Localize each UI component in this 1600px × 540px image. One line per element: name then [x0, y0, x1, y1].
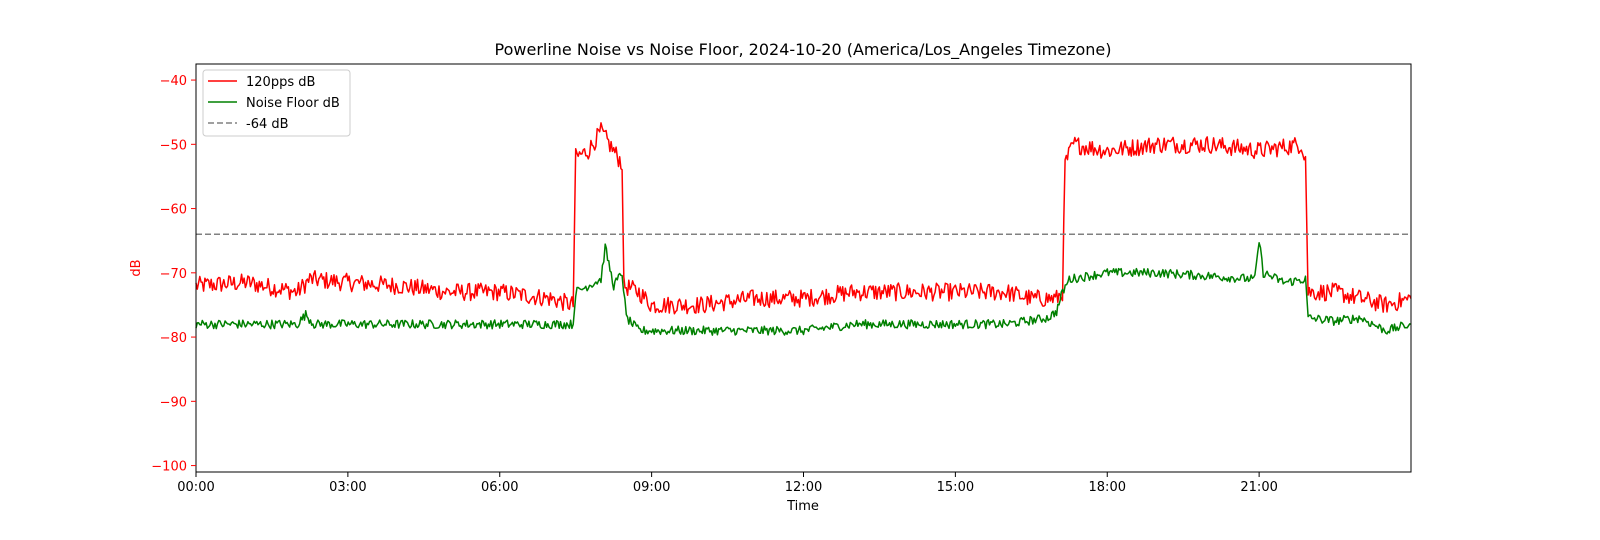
legend-label: Noise Floor dB — [246, 96, 340, 111]
x-tick-label: 06:00 — [481, 480, 518, 495]
x-tick-label: 18:00 — [1089, 480, 1126, 495]
plot-frame — [195, 63, 1412, 473]
x-tick-label: 15:00 — [937, 480, 974, 495]
y-axis: −40 −50 −60 −70 −80 −90 −100 — [151, 74, 196, 475]
y-axis-label: dB — [129, 259, 144, 276]
x-axis: 00:00 03:00 06:00 09:00 12:00 15:00 18:00 21:00 — [177, 472, 1278, 495]
legend-label: 120pps dB — [246, 75, 315, 90]
y-tick-label: −40 — [160, 74, 187, 89]
y-tick-label: −70 — [160, 267, 187, 282]
plot-lines — [195, 122, 1412, 336]
legend-box — [202, 69, 351, 137]
y-tick-label: −50 — [160, 138, 187, 153]
x-tick-label: 00:00 — [177, 480, 214, 495]
series-line-2 — [195, 242, 1412, 336]
y-tick-label: −60 — [160, 203, 187, 218]
chart-title: Powerline Noise vs Noise Floor, 2024-10-… — [495, 40, 1112, 60]
y-tick-label: −80 — [160, 331, 187, 346]
legend: 120pps dB Noise Floor dB -64 dB — [202, 69, 351, 137]
x-tick-label: 09:00 — [633, 480, 670, 495]
x-axis-label: Time — [786, 499, 819, 514]
series-line-1 — [195, 122, 1412, 315]
x-tick-label: 03:00 — [329, 480, 366, 495]
x-tick-label: 21:00 — [1240, 480, 1277, 495]
legend-label: -64 dB — [246, 117, 289, 132]
y-tick-label: −100 — [151, 460, 187, 475]
y-tick-label: −90 — [160, 395, 187, 410]
x-tick-label: 12:00 — [785, 480, 822, 495]
